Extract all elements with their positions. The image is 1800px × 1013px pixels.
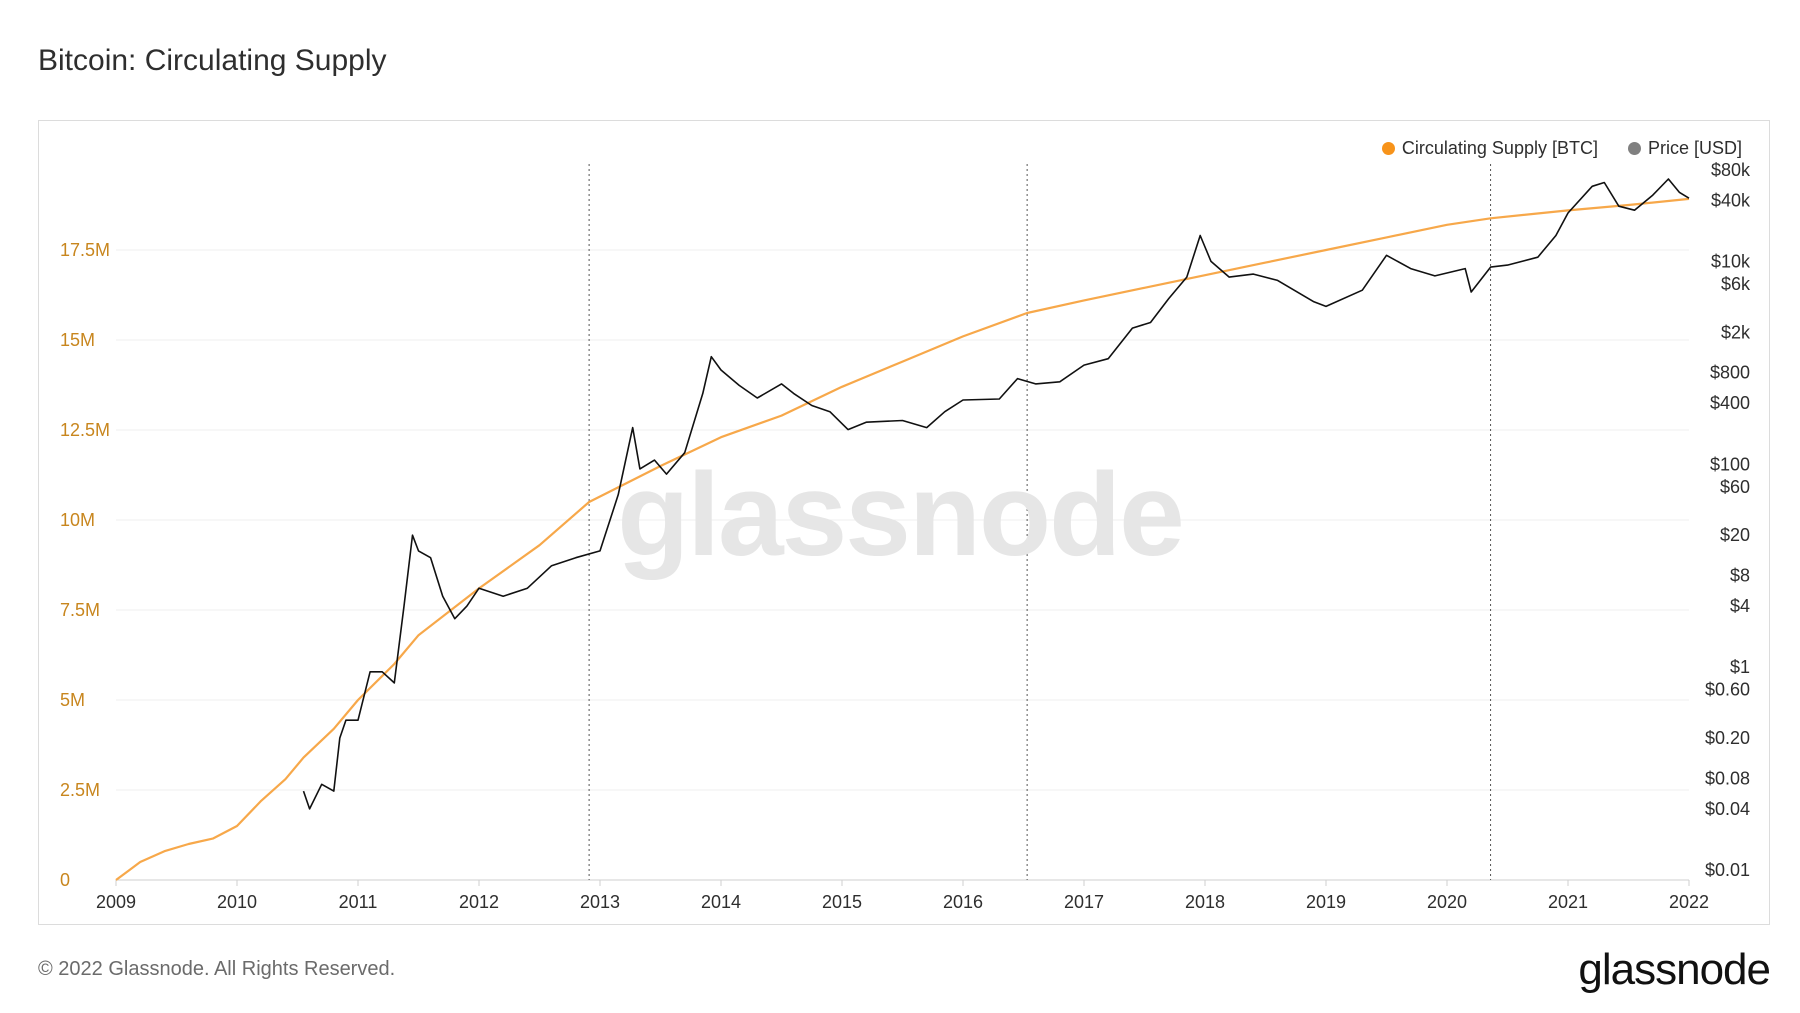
right-tick-label: $20 [1720,525,1750,545]
supply-line [115,197,1690,881]
x-tick-label: 2013 [580,892,620,912]
right-tick-label: $0.20 [1705,728,1750,748]
x-tick-label: 2012 [459,892,499,912]
x-tick-label: 2019 [1306,892,1346,912]
left-tick-label: 15M [60,330,95,350]
right-tick-label: $6k [1721,274,1751,294]
x-tick-label: 2009 [96,892,136,912]
chart-panel [38,120,1770,925]
price-line [302,178,1690,810]
left-tick-label: 10M [60,510,95,530]
left-tick-label: 2.5M [60,780,100,800]
right-tick-label: $400 [1710,393,1750,413]
watermark: glassnode [617,449,1183,581]
x-tick-label: 2011 [339,892,378,912]
legend-swatch-supply [1381,142,1395,155]
right-tick-label: $0.08 [1705,768,1750,788]
legend-label-supply: Circulating Supply [BTC] [1401,138,1598,158]
right-tick-label: $10k [1711,251,1751,271]
left-tick-label: 5M [60,690,85,710]
x-tick-label: 2015 [822,892,862,912]
x-tick-label: 2018 [1185,892,1225,912]
right-tick-label: $40k [1711,190,1751,210]
legend-label-price: Price [USD] [1647,138,1742,158]
x-tick-label: 2014 [701,892,741,912]
x-tick-label: 2021 [1548,892,1588,912]
x-tick-label: 2020 [1427,892,1467,912]
right-tick-label: $60 [1720,477,1750,497]
x-tick-label: 2016 [943,892,983,912]
chart-title: Bitcoin: Circulating Supply [38,44,387,77]
legend: Circulating Supply [BTC] Price [USD] [1381,138,1742,159]
legend-swatch-price [1627,142,1641,155]
x-tick-label: 2017 [1064,892,1104,912]
copyright: © 2022 Glassnode. All Rights Reserved. [38,958,396,980]
left-axis: 0 2.5M 5M 7.5M 10M 12.5M 15M 17.5M [60,240,110,890]
legend-item-price[interactable]: Price [USD] [1627,138,1742,159]
grid-layer [116,249,1689,881]
right-tick-label: $4 [1730,596,1750,616]
right-tick-label: $80k [1711,160,1751,180]
x-tick-label: 2010 [217,892,257,912]
left-tick-label: 7.5M [60,600,100,620]
right-tick-label: $2k [1721,322,1751,342]
right-tick-label: $0.60 [1705,680,1750,700]
halving-lines [588,164,1492,880]
right-axis: $80k $40k $10k $6k $2k $800 $400 $100 $60 $20 $8 $4… [1705,160,1751,880]
brand-logo[interactable]: glassnode [1578,945,1771,994]
right-tick-label: $0.01 [1705,860,1750,880]
right-tick-label: $1 [1730,657,1750,677]
left-tick-label: 0 [60,870,70,890]
right-tick-label: $800 [1710,363,1750,383]
right-tick-label: $8 [1730,566,1750,586]
right-tick-label: $100 [1710,454,1750,474]
series-layer [115,178,1690,881]
x-axis: 2009 2010 2011 2012 2013 2014 2015 2016 2017 2018… [96,880,1709,912]
legend-item-supply[interactable]: Circulating Supply [BTC] [1381,138,1598,159]
right-tick-label: $0.04 [1705,799,1750,819]
x-tick-label: 2022 [1669,892,1709,912]
left-tick-label: 17.5M [60,240,110,260]
left-tick-label: 12.5M [60,420,110,440]
